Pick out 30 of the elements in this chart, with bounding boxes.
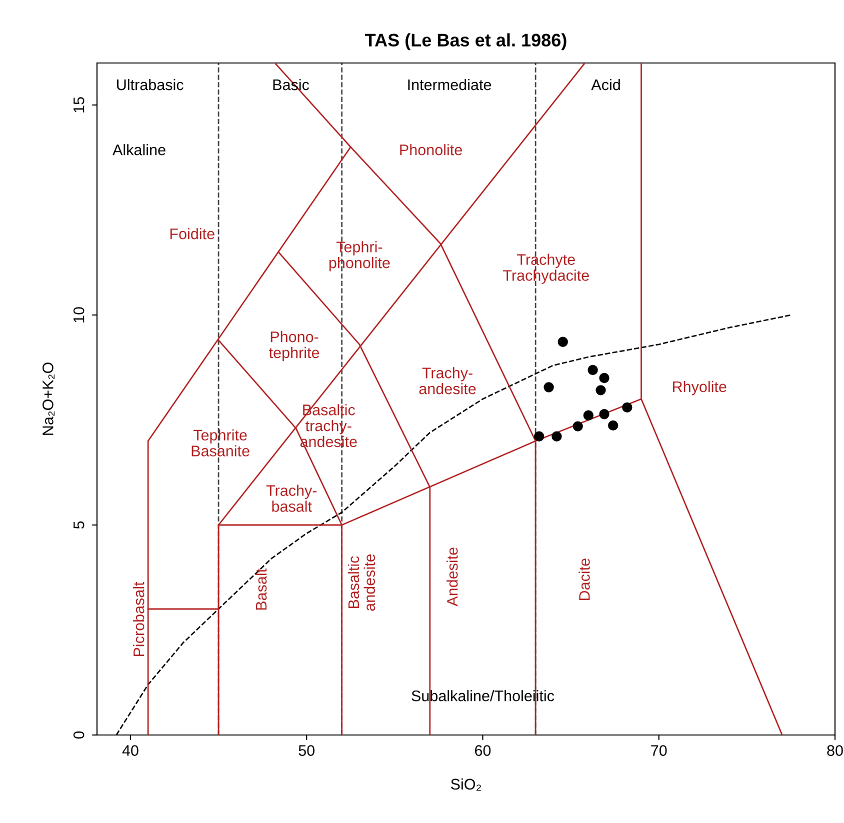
annotation: Phono- tephrite xyxy=(269,331,320,362)
chart-title: TAS (Le Bas et al. 1986) xyxy=(365,33,566,50)
annotation: Picrobasalt xyxy=(133,582,144,656)
x-tick-label: 60 xyxy=(475,745,491,756)
annotation: Acid xyxy=(591,78,620,90)
y-axis-title: Na₂O+K₂O xyxy=(42,362,55,435)
x-tick-label: 80 xyxy=(827,745,843,756)
annotation: Foidite xyxy=(170,228,214,240)
x-tick-label: 70 xyxy=(651,745,667,756)
x-tick-label: 40 xyxy=(122,745,138,756)
annotation: Basaltic andesite xyxy=(348,554,376,611)
annotation: Tephri- phonolite xyxy=(329,241,390,272)
annotation: Intermediate xyxy=(408,78,492,90)
y-tick-label: 15 xyxy=(74,97,84,112)
y-tick-label: 5 xyxy=(74,521,84,529)
annotation: Basalt xyxy=(255,568,267,610)
annotation: Andesite xyxy=(446,548,458,606)
x-axis-title: SiO₂ xyxy=(450,778,481,791)
annotation: Phonolite xyxy=(400,144,462,156)
annotation: Rhyolite xyxy=(673,380,726,396)
annotation: Tephrite Basanite xyxy=(192,429,250,456)
annotation: Trachy- basalt xyxy=(266,484,317,512)
annotation: Trachyte Trachydacite xyxy=(503,254,589,284)
y-tick-label: 0 xyxy=(73,731,84,739)
annotation: Dacite xyxy=(578,558,590,600)
x-tick-label: 50 xyxy=(298,745,314,756)
y-tick-label: 10 xyxy=(73,307,84,322)
annotation: Alkaline xyxy=(112,144,166,156)
annotation: Ultrabasic xyxy=(117,78,184,90)
annotation: Trachy- andesite xyxy=(419,367,476,394)
